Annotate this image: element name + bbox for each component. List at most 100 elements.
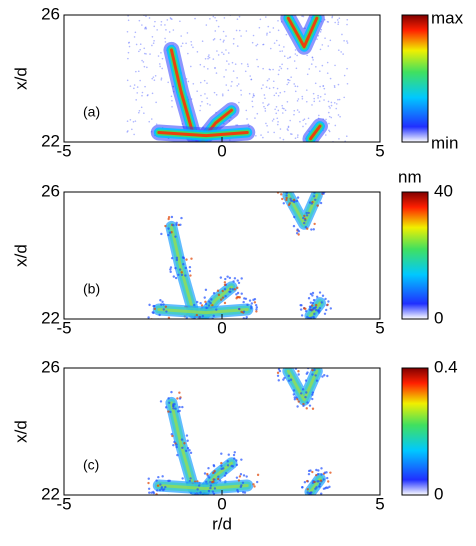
speckle bbox=[238, 15, 241, 18]
speckle bbox=[148, 303, 151, 307]
speckle bbox=[299, 308, 303, 311]
speckle bbox=[180, 216, 183, 220]
speckle bbox=[187, 80, 190, 83]
speckle bbox=[213, 38, 216, 40]
speckle bbox=[223, 281, 227, 284]
speckle bbox=[175, 445, 178, 449]
speckle bbox=[189, 320, 191, 322]
speckle bbox=[285, 198, 288, 202]
speckle bbox=[192, 46, 194, 49]
speckle bbox=[223, 301, 227, 305]
speckle bbox=[172, 275, 176, 278]
speckle bbox=[225, 69, 227, 71]
speckle bbox=[245, 30, 248, 32]
speckle bbox=[233, 37, 235, 40]
speckle bbox=[333, 86, 336, 88]
speckle bbox=[211, 490, 215, 493]
speckle bbox=[281, 63, 283, 66]
colorbar-tick-label: 0 bbox=[434, 484, 443, 503]
x-tick-label: 0 bbox=[217, 494, 226, 513]
speckle bbox=[342, 53, 344, 55]
speckle bbox=[204, 288, 208, 292]
speckle bbox=[231, 288, 235, 291]
speckle bbox=[240, 458, 243, 461]
speckle bbox=[324, 487, 327, 490]
speckle bbox=[311, 301, 315, 305]
speckle bbox=[170, 390, 173, 394]
speckle bbox=[167, 316, 171, 319]
speckle bbox=[323, 364, 325, 366]
speckle bbox=[206, 102, 209, 105]
y-tick-label: 26 bbox=[41, 181, 60, 200]
speckle bbox=[308, 491, 312, 495]
speckle bbox=[167, 216, 171, 219]
speckle bbox=[328, 129, 330, 132]
speckle bbox=[155, 101, 157, 104]
speckle bbox=[272, 118, 275, 121]
speckle bbox=[220, 464, 223, 468]
speckle bbox=[175, 256, 179, 260]
speckle bbox=[159, 483, 162, 486]
speckle bbox=[277, 121, 279, 123]
colorbar-tick-label: 0 bbox=[434, 308, 443, 327]
speckle bbox=[207, 489, 211, 493]
speckle bbox=[133, 36, 136, 38]
speckle bbox=[328, 105, 330, 108]
speckle bbox=[313, 195, 316, 198]
speckle bbox=[313, 368, 316, 372]
speckle bbox=[314, 303, 318, 307]
speckle bbox=[227, 52, 230, 54]
speckle bbox=[228, 276, 232, 280]
speckle bbox=[127, 57, 129, 60]
speckle bbox=[327, 480, 330, 483]
speckle bbox=[231, 465, 235, 468]
speckle bbox=[292, 393, 296, 396]
speckle bbox=[190, 44, 193, 46]
speckle bbox=[226, 60, 228, 62]
speckle bbox=[241, 481, 245, 484]
y-tick-label: 26 bbox=[41, 357, 60, 376]
speckle bbox=[341, 33, 343, 36]
speckle bbox=[228, 290, 231, 293]
speckle bbox=[160, 78, 163, 81]
speckle bbox=[133, 87, 135, 90]
speckle bbox=[314, 501, 316, 503]
speckle bbox=[180, 35, 182, 37]
speckle bbox=[255, 306, 259, 309]
speckle bbox=[293, 215, 296, 219]
speckle bbox=[203, 65, 205, 68]
speckle bbox=[301, 15, 303, 18]
speckle bbox=[217, 25, 220, 28]
colorbar-tick-label: 0.4 bbox=[434, 357, 458, 376]
speckle bbox=[297, 373, 300, 376]
speckle bbox=[216, 289, 220, 292]
speckle bbox=[337, 21, 340, 23]
speckle bbox=[316, 473, 320, 476]
speckle bbox=[238, 29, 241, 32]
speckle bbox=[279, 50, 281, 53]
speckle bbox=[158, 313, 161, 317]
speckle bbox=[136, 86, 139, 88]
speckle bbox=[221, 94, 224, 97]
speckle bbox=[145, 26, 147, 29]
speckle bbox=[209, 486, 212, 490]
speckle bbox=[254, 303, 258, 307]
speckle bbox=[139, 48, 141, 51]
y-axis-label: x/d bbox=[11, 420, 30, 443]
speckle bbox=[245, 475, 248, 478]
speckle bbox=[143, 47, 146, 50]
speckle bbox=[334, 21, 336, 24]
speckle bbox=[312, 315, 315, 319]
speckle bbox=[283, 46, 285, 48]
speckle bbox=[307, 360, 309, 362]
speckle bbox=[318, 100, 321, 102]
x-tick-label: -5 bbox=[56, 494, 71, 513]
speckle bbox=[181, 405, 184, 409]
speckle bbox=[318, 482, 322, 486]
speckle bbox=[238, 475, 242, 478]
speckle bbox=[209, 104, 211, 106]
speckle bbox=[228, 63, 230, 65]
speckle bbox=[195, 498, 197, 500]
speckle bbox=[234, 63, 237, 65]
speckle bbox=[312, 361, 314, 363]
